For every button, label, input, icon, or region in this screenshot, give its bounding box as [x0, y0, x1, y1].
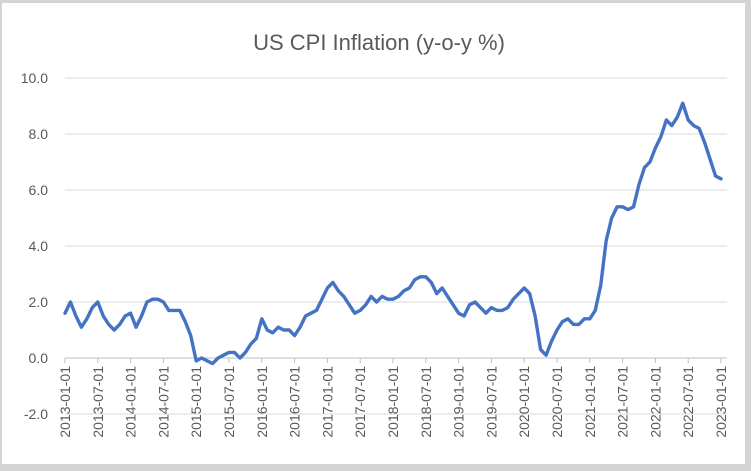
- y-axis-label: 2.0: [29, 294, 49, 310]
- x-axis-label: 2019-01-01: [451, 366, 467, 438]
- x-axis-label: 2020-07-01: [549, 366, 565, 438]
- x-axis-label: 2015-01-01: [188, 366, 204, 438]
- x-axis-label: 2013-07-01: [90, 366, 106, 438]
- gridlines: [65, 77, 727, 415]
- y-axis-label: 6.0: [29, 182, 49, 198]
- y-axis-label: 10.0: [21, 70, 48, 86]
- x-axis-ticks: [64, 358, 722, 363]
- y-axis-labels: -2.0 0.0 2.0 4.0 6.0 8.0 10.0: [21, 70, 48, 422]
- x-axis-label: 2014-07-01: [155, 366, 171, 438]
- x-axis-label: 2016-07-01: [287, 366, 303, 438]
- y-axis-label: -2.0: [24, 406, 48, 422]
- y-axis-label: 4.0: [29, 238, 49, 254]
- x-axis-label: 2019-07-01: [483, 366, 499, 438]
- x-axis-labels: 2013-01-01 2013-07-01 2014-01-01 2014-07-01…: [57, 366, 729, 438]
- cpi-series-line: [63, 101, 723, 366]
- x-axis-label: 2018-01-01: [385, 366, 401, 438]
- x-axis-label: 2014-01-01: [123, 366, 139, 438]
- y-axis-label: 8.0: [29, 126, 49, 142]
- x-axis-label: 2018-07-01: [418, 366, 434, 438]
- x-axis-label: 2021-01-01: [582, 366, 598, 438]
- x-axis-label: 2017-07-01: [352, 366, 368, 438]
- x-axis-label: 2022-07-01: [680, 366, 696, 438]
- chart-title: US CPI Inflation (y-o-y %): [253, 30, 505, 55]
- x-axis-label: 2017-01-01: [319, 366, 335, 438]
- x-axis-label: 2015-07-01: [221, 366, 237, 438]
- x-axis-label: 2023-01-01: [713, 366, 729, 438]
- x-axis-label: 2022-01-01: [647, 366, 663, 438]
- x-axis-label: 2013-01-01: [57, 366, 73, 438]
- x-axis-label: 2020-01-01: [516, 366, 532, 438]
- y-axis-label: 0.0: [29, 350, 49, 366]
- x-axis-label: 2021-07-01: [615, 366, 631, 438]
- x-axis-label: 2016-01-01: [254, 366, 270, 438]
- chart-canvas: [2, 3, 745, 464]
